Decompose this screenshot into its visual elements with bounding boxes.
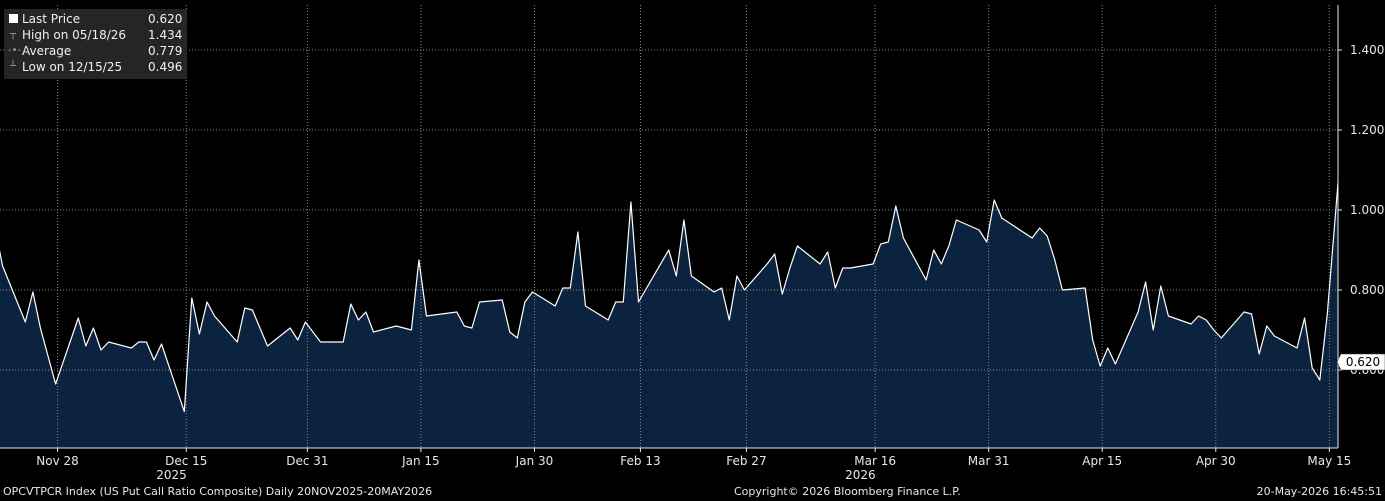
x-tick-label: Mar 31 — [968, 454, 1010, 468]
average-marker-icon: -•- — [8, 45, 22, 56]
y-tick-label: 1.200 — [1350, 123, 1384, 137]
legend-item-last-price: Last Price 0.620 — [4, 11, 187, 27]
legend-label: Low on 12/15/25 — [22, 60, 123, 74]
last-value-box — [1336, 353, 1385, 371]
legend: Last Price 0.620 ┬ High on 05/18/26 1.43… — [4, 9, 187, 79]
legend-value: 0.496 — [148, 60, 183, 74]
x-tick-label: May 15 — [1307, 454, 1351, 468]
last-price-swatch-icon — [9, 14, 18, 23]
x-year-label: 2026 — [845, 468, 876, 482]
x-tick-label: Nov 28 — [36, 454, 79, 468]
x-tick-label: Jan 15 — [401, 454, 440, 468]
series-line-last-price — [0, 175, 1338, 413]
x-year-label: 2025 — [156, 468, 187, 482]
legend-label: Last Price — [22, 12, 81, 26]
x-tick-label: Feb 13 — [620, 454, 660, 468]
footer-timestamp: 20-May-2026 16:45:51 — [1256, 485, 1382, 498]
low-marker-icon: ┴ — [9, 61, 17, 72]
legend-item-high: ┬ High on 05/18/26 1.434 — [4, 27, 187, 43]
x-tick-label: Apr 15 — [1082, 454, 1122, 468]
x-tick-label: Feb 27 — [726, 454, 766, 468]
last-value-label: 0.620 — [1346, 355, 1380, 369]
x-tick-label: Dec 15 — [165, 454, 207, 468]
y-tick-label: 1.000 — [1350, 203, 1384, 217]
legend-value: 0.779 — [148, 44, 183, 58]
x-tick-label: Jan 30 — [515, 454, 554, 468]
x-tick-label: Mar 16 — [854, 454, 896, 468]
high-marker-icon: ┬ — [9, 29, 17, 40]
footer-copyright: Copyright© 2026 Bloomberg Finance L.P. — [734, 485, 961, 498]
series-area — [0, 183, 1338, 448]
legend-value: 1.434 — [148, 28, 183, 42]
legend-label: High on 05/18/26 — [22, 28, 127, 42]
legend-item-average: -•- Average 0.779 — [4, 43, 187, 59]
footer-security-description: OPCVTPCR Index (US Put Call Ratio Compos… — [3, 485, 433, 498]
y-tick-label: 1.400 — [1350, 43, 1384, 57]
x-tick-label: Dec 31 — [286, 454, 328, 468]
legend-label: Average — [22, 44, 72, 58]
legend-value: 0.620 — [148, 12, 183, 26]
legend-item-low: ┴ Low on 12/15/25 0.496 — [4, 59, 187, 75]
y-tick-label: 0.800 — [1350, 283, 1384, 297]
x-tick-label: Apr 30 — [1196, 454, 1236, 468]
